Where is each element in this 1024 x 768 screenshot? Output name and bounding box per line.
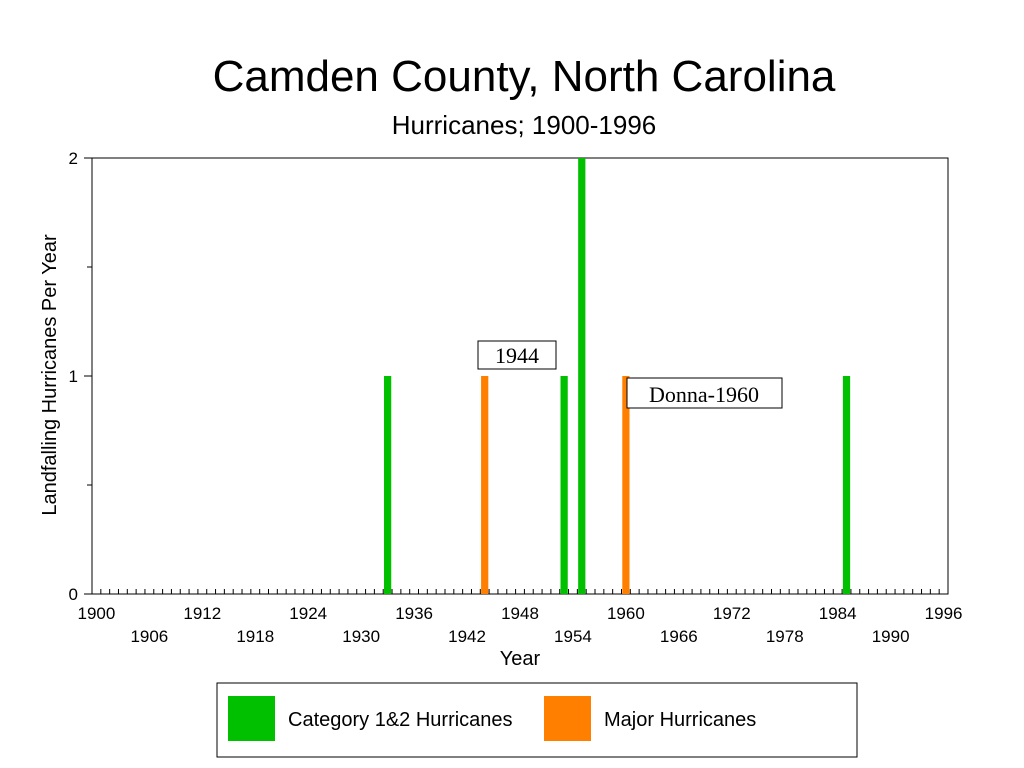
legend-swatch-category-1-2 [228,696,275,741]
bar [842,376,851,594]
x-tick-label: 1912 [183,604,221,623]
x-tick-label: 1942 [448,627,486,646]
legend-label-category-1-2: Category 1&2 Hurricanes [288,709,513,731]
y-tick-label: 2 [69,149,78,168]
y-tick-label: 1 [69,367,78,386]
legend: Category 1&2 Hurricanes Major Hurricanes [216,682,858,758]
x-tick-label: 1918 [236,627,274,646]
annotation-1944: 1944 [477,340,557,370]
x-tick-label: 1984 [819,604,857,623]
annotation-text-donna: Donna-1960 [649,382,759,407]
x-tick-label: 1948 [501,604,539,623]
legend-box [216,682,858,758]
bar [622,376,630,594]
x-tick-label: 1924 [289,604,327,623]
bar [578,158,586,594]
legend-label-major: Major Hurricanes [604,709,756,731]
annotation-text-1944: 1944 [495,343,539,368]
plot-frame [91,157,949,595]
chart-subtitle: Hurricanes; 1900-1996 [392,110,657,140]
x-tick-label: 1906 [130,627,168,646]
bar [560,376,568,594]
bar [481,376,489,594]
bar [384,376,392,594]
y-axis-label: Landfalling Hurricanes Per Year [39,234,61,516]
x-tick-label: 1936 [395,604,433,623]
x-tick-label: 1990 [872,627,910,646]
x-tick-label: 1900 [77,604,115,623]
x-tick-label: 1972 [713,604,751,623]
x-tick-label: 1954 [554,627,592,646]
x-tick-label: 1966 [660,627,698,646]
x-tick-label: 1996 [925,604,963,623]
x-tick-label: 1930 [342,627,380,646]
x-tick-label: 1978 [766,627,804,646]
x-axis-label: Year [500,648,541,670]
y-tick-label: 0 [69,585,78,604]
annotation-donna-1960: Donna-1960 [626,377,783,409]
chart-title: Camden County, North Carolina [213,52,836,101]
legend-swatch-major [544,696,591,741]
plot-area: 1900 1912 1924 1936 1948 1960 1972 1984 1996 1906… [69,149,963,646]
annotation-box-donna [626,377,783,409]
x-tick-label: 1960 [607,604,645,623]
annotation-box-1944 [477,340,557,370]
